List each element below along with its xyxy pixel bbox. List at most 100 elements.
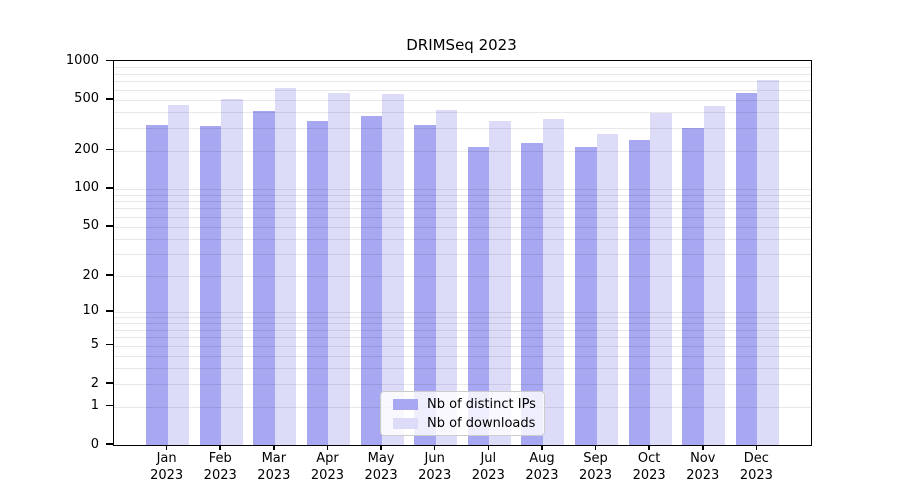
x-tick-mark bbox=[433, 445, 436, 450]
y-tick-mark bbox=[106, 404, 113, 407]
x-axis-tick-label: Mar 2023 bbox=[257, 451, 291, 483]
gridline bbox=[114, 67, 811, 69]
gridline bbox=[114, 81, 811, 83]
gridline bbox=[114, 368, 811, 370]
bar-downloads-sep bbox=[596, 133, 619, 445]
y-tick-mark bbox=[106, 59, 113, 62]
bar-distinct-ips-aug bbox=[521, 142, 543, 445]
bar-distinct-ips-dec bbox=[735, 92, 758, 445]
y-tick-mark bbox=[106, 382, 113, 384]
legend-swatch-distinct-ips bbox=[393, 398, 418, 410]
gridline bbox=[114, 100, 811, 101]
gridline bbox=[114, 384, 811, 385]
y-axis-tick-label: 500 bbox=[74, 91, 99, 107]
x-tick-mark bbox=[755, 445, 758, 450]
bar-distinct-ips-mar bbox=[253, 111, 275, 445]
gridline bbox=[114, 238, 811, 240]
bar-distinct-ips-nov bbox=[682, 128, 704, 445]
gridline bbox=[114, 194, 811, 196]
x-axis-tick-label: Jan 2023 bbox=[150, 451, 184, 483]
legend-swatch-downloads bbox=[393, 417, 418, 429]
y-tick-mark bbox=[106, 187, 113, 189]
legend-label-downloads: Nb of downloads bbox=[427, 415, 536, 431]
bar-distinct-ips-oct bbox=[628, 139, 651, 445]
x-axis-tick-label: May 2023 bbox=[364, 451, 398, 483]
x-axis-tick-label: Feb 2023 bbox=[203, 451, 237, 483]
y-axis-tick-label: 0 bbox=[90, 436, 99, 452]
x-axis-tick-label: Oct 2023 bbox=[632, 451, 666, 483]
gridline bbox=[114, 226, 811, 228]
x-axis-tick-label: Jun 2023 bbox=[418, 451, 452, 483]
gridline bbox=[114, 73, 811, 75]
x-tick-mark bbox=[541, 445, 543, 450]
bar-distinct-ips-jan bbox=[146, 125, 168, 445]
x-tick-mark bbox=[380, 445, 382, 450]
bar-distinct-ips-may bbox=[360, 115, 383, 445]
x-tick-mark bbox=[702, 445, 704, 450]
bar-downloads-apr bbox=[328, 92, 350, 445]
y-tick-mark bbox=[106, 148, 113, 151]
y-axis-tick-label: 100 bbox=[74, 180, 99, 196]
gridline bbox=[114, 337, 811, 338]
x-tick-mark bbox=[648, 445, 650, 450]
gridline bbox=[114, 329, 811, 331]
bar-distinct-ips-jul bbox=[467, 146, 490, 445]
y-tick-mark bbox=[106, 310, 113, 312]
gridline bbox=[114, 323, 811, 325]
bar-downloads-aug bbox=[542, 118, 565, 445]
y-axis-tick-label: 1 bbox=[90, 398, 99, 414]
y-tick-mark bbox=[106, 274, 113, 276]
legend-label-distinct-ips: Nb of distinct IPs bbox=[427, 396, 536, 412]
x-axis-tick-label: Aug 2023 bbox=[525, 451, 559, 483]
x-axis-tick-label: Nov 2023 bbox=[686, 451, 720, 483]
bar-downloads-oct bbox=[650, 112, 672, 445]
legend: Nb of distinct IPs Nb of downloads bbox=[380, 391, 545, 436]
x-axis-tick-label: Apr 2023 bbox=[310, 451, 344, 483]
x-axis-tick-label: Dec 2023 bbox=[739, 451, 773, 483]
bar-downloads-jul bbox=[489, 120, 511, 445]
gridline bbox=[114, 89, 811, 91]
gridline bbox=[114, 311, 811, 313]
bar-downloads-feb bbox=[221, 98, 243, 445]
x-axis-tick-label: Sep 2023 bbox=[578, 451, 613, 483]
legend-item-downloads: Nb of downloads bbox=[381, 416, 544, 431]
gridline bbox=[114, 355, 811, 357]
gridline bbox=[114, 216, 811, 218]
gridline bbox=[114, 150, 811, 152]
gridline bbox=[114, 317, 811, 319]
gridline bbox=[114, 276, 811, 277]
bar-distinct-ips-jun bbox=[414, 124, 436, 445]
gridline bbox=[114, 345, 811, 347]
y-axis-tick-label: 200 bbox=[74, 142, 99, 158]
gridline bbox=[114, 208, 811, 210]
bar-distinct-ips-apr bbox=[306, 120, 329, 445]
gridline bbox=[114, 112, 811, 114]
y-tick-mark bbox=[106, 343, 113, 346]
x-axis-tick-label: Jul 2023 bbox=[471, 451, 505, 483]
x-tick-mark bbox=[487, 445, 490, 450]
gridline bbox=[114, 128, 811, 130]
x-tick-mark bbox=[219, 445, 221, 450]
bar-downloads-may bbox=[382, 94, 404, 445]
y-axis-tick-label: 20 bbox=[82, 267, 99, 283]
x-tick-mark bbox=[326, 445, 329, 450]
bar-distinct-ips-feb bbox=[199, 126, 222, 445]
y-axis-tick-label: 50 bbox=[82, 218, 99, 234]
plot-area bbox=[113, 60, 812, 446]
gridline bbox=[114, 254, 811, 256]
y-axis-tick-label: 10 bbox=[82, 303, 99, 319]
bar-downloads-jan bbox=[167, 104, 190, 445]
y-tick-mark bbox=[106, 443, 113, 445]
bar-downloads-jun bbox=[435, 109, 458, 445]
y-tick-mark bbox=[106, 225, 113, 227]
bar-downloads-nov bbox=[703, 106, 726, 445]
y-tick-mark bbox=[106, 98, 113, 100]
y-axis-tick-label: 5 bbox=[90, 337, 99, 353]
bar-distinct-ips-sep bbox=[575, 146, 597, 445]
y-axis-tick-label: 2 bbox=[90, 375, 99, 391]
x-tick-mark bbox=[594, 445, 597, 450]
x-tick-mark bbox=[273, 445, 275, 450]
bar-downloads-mar bbox=[274, 87, 297, 445]
chart-title: DRIMSeq 2023 bbox=[406, 36, 517, 54]
